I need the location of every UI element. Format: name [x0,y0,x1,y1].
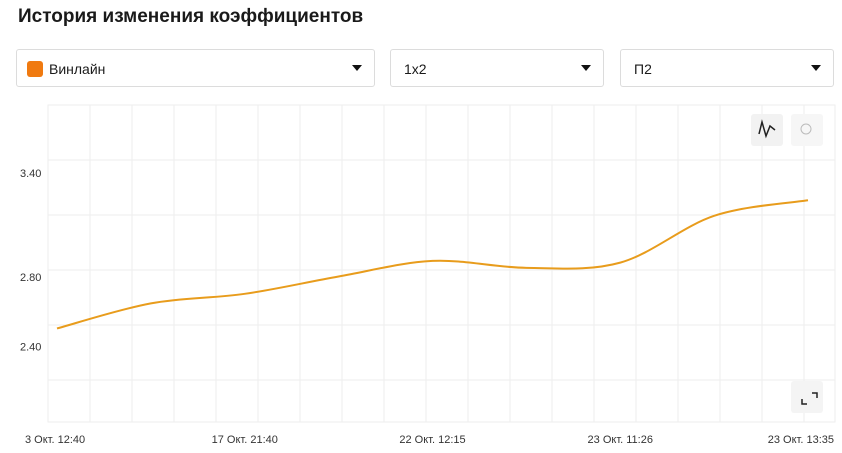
select-label: П2 [634,61,652,77]
bookmaker-icon [27,61,43,77]
x-tick-label: 3 Окт. 12:40 [25,434,85,446]
y-tick-label: 2.80 [20,272,41,284]
x-tick-label: 23 Окт. 11:26 [588,434,653,446]
arrow [581,65,591,71]
fullscreen-button[interactable] [791,381,823,413]
outcome-select[interactable]: П2 [620,49,834,87]
curve-icon [758,119,776,139]
select-label: 1х2 [404,61,427,77]
chart: 2.40 2.80 3.40 3 Окт. 12:40 17 Окт. 21:40 22 … [20,104,836,446]
bookmaker-select[interactable]: Винлайн [16,49,375,87]
zoom-icon [800,123,812,135]
select-label: Винлайн [49,61,106,77]
arrow [352,65,362,71]
x-tick-label: 17 Окт. 21:40 [212,434,278,446]
arrow [811,65,821,71]
plot-frame [47,104,836,423]
page-title: История изменения коэффициентов [18,6,364,27]
y-tick-label: 3.40 [20,168,41,180]
background-grid [48,105,835,422]
fullscreen-icon [801,392,818,405]
zoom-button[interactable] [791,114,823,146]
curve-button[interactable] [751,114,783,146]
market-select[interactable]: 1х2 [390,49,604,87]
x-tick-label: 22 Окт. 12:15 [399,434,465,446]
x-tick-label: 23 Окт. 13:35 [768,434,834,446]
y-tick-label: 2.40 [20,341,41,353]
odds-line [56,199,809,330]
